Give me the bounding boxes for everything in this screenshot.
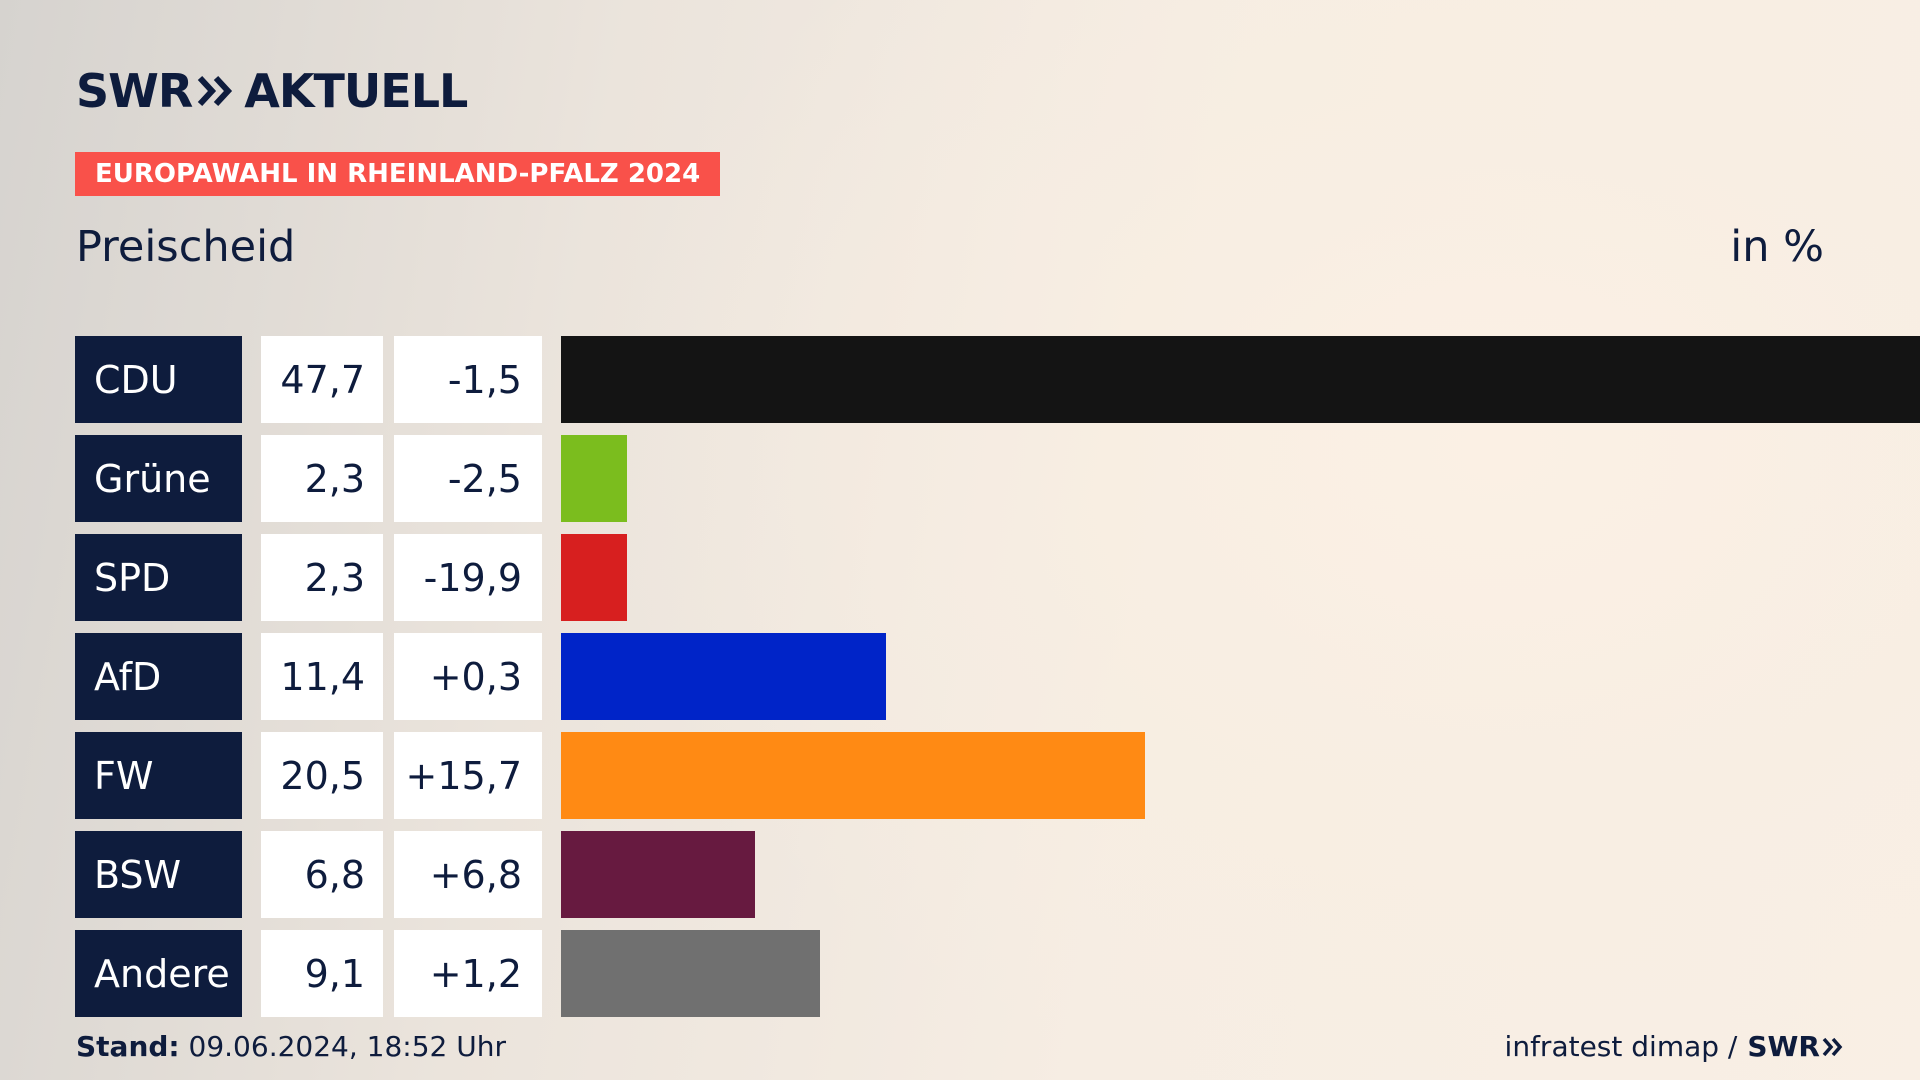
- source-text: infratest dimap /: [1504, 1030, 1738, 1063]
- swr-mini-logo: SWR: [1747, 1030, 1844, 1063]
- timestamp: Stand: 09.06.2024, 18:52 Uhr: [76, 1030, 506, 1063]
- value-label: 2,3: [261, 435, 383, 522]
- party-label: CDU: [75, 336, 242, 423]
- diff-label: +15,7: [394, 732, 542, 819]
- bar: [561, 633, 886, 720]
- party-label: Andere: [75, 930, 242, 1017]
- swr-mini-text: SWR: [1747, 1030, 1820, 1063]
- swr-aktuell-logo: SWR AKTUELL: [76, 64, 468, 118]
- unit-label: in %: [1730, 222, 1824, 272]
- value-label: 9,1: [261, 930, 383, 1017]
- party-label: FW: [75, 732, 242, 819]
- double-chevron-icon: [198, 75, 233, 107]
- diff-label: +1,2: [394, 930, 542, 1017]
- bar: [561, 732, 1145, 819]
- party-label: AfD: [75, 633, 242, 720]
- diff-label: -2,5: [394, 435, 542, 522]
- logo-swr-text: SWR: [76, 64, 193, 118]
- stand-label: Stand:: [76, 1030, 180, 1063]
- election-banner: EUROPAWAHL IN RHEINLAND-PFALZ 2024: [75, 152, 721, 196]
- stand-value: 09.06.2024, 18:52 Uhr: [188, 1030, 506, 1063]
- value-label: 6,8: [261, 831, 383, 918]
- bar: [561, 930, 820, 1017]
- value-label: 47,7: [261, 336, 383, 423]
- bar: [561, 435, 627, 522]
- value-label: 11,4: [261, 633, 383, 720]
- chart-subtitle: Preischeid: [76, 222, 296, 272]
- diff-label: -1,5: [394, 336, 542, 423]
- value-label: 20,5: [261, 732, 383, 819]
- source-credit: infratest dimap / SWR: [1505, 1030, 1844, 1063]
- party-label: Grüne: [75, 435, 242, 522]
- party-label: BSW: [75, 831, 242, 918]
- bar: [561, 336, 1920, 423]
- party-label: SPD: [75, 534, 242, 621]
- diff-label: -19,9: [394, 534, 542, 621]
- diff-label: +0,3: [394, 633, 542, 720]
- double-chevron-icon: [1822, 1037, 1843, 1056]
- bar: [561, 831, 755, 918]
- logo-aktuell-text: AKTUELL: [244, 64, 468, 118]
- diff-label: +6,8: [394, 831, 542, 918]
- bar: [561, 534, 627, 621]
- value-label: 2,3: [261, 534, 383, 621]
